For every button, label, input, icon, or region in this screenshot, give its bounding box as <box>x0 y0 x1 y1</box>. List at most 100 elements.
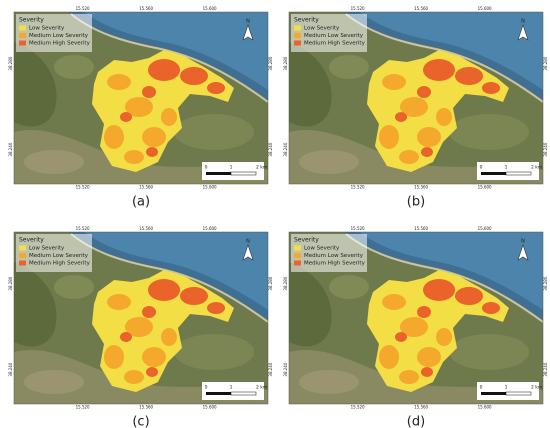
legend-label: Medium Low Severity <box>304 253 364 259</box>
legend-box <box>16 234 92 272</box>
scale-label: 2 km <box>256 165 267 171</box>
panel-caption: (c) <box>132 415 149 428</box>
scale-label: 0 <box>480 385 483 391</box>
scale-bar-light <box>230 171 257 176</box>
longitude-label: 15.520 <box>76 6 90 11</box>
scale-bar-light <box>505 171 532 176</box>
longitude-label: 15.560 <box>139 6 153 11</box>
legend-label: Low Severity <box>29 246 65 252</box>
longitude-label: 15.520 <box>351 185 365 190</box>
scale-label: 1 <box>230 385 233 391</box>
north-arrow <box>242 244 254 261</box>
longitude-label: 15.520 <box>76 405 90 410</box>
legend-swatch <box>294 40 301 46</box>
legend-swatch <box>294 33 301 38</box>
legend-swatch <box>294 245 301 251</box>
longitude-label: 15.600 <box>203 226 217 231</box>
scale-label: 2 km <box>531 165 542 171</box>
latitude-label: 38.280 <box>283 56 288 70</box>
scale-box <box>202 382 264 400</box>
longitude-label: 15.600 <box>203 185 217 190</box>
map-border <box>288 231 544 405</box>
map-border <box>13 11 269 185</box>
latitude-label: 38.240 <box>283 362 288 376</box>
legend-box <box>291 234 367 272</box>
north-arrow <box>242 24 254 41</box>
latitude-label: 38.240 <box>283 142 288 156</box>
longitude-label: 15.560 <box>414 185 428 190</box>
scale-bar-dark <box>481 392 506 395</box>
legend-label: Low Severity <box>304 246 340 252</box>
longitude-label: 15.600 <box>478 405 492 410</box>
legend-label: Medium Low Severity <box>304 33 364 39</box>
legend-swatch <box>19 253 26 258</box>
north-arrow <box>517 244 529 261</box>
north-label: N <box>521 19 525 25</box>
map-panel: 15.520 15.520 15.560 15.560 15.600 15.600 38.2… <box>8 6 274 190</box>
longitude-label: 15.560 <box>414 226 428 231</box>
scale-label: 0 <box>205 165 208 171</box>
latitude-label: 38.280 <box>283 276 288 290</box>
legend-swatch <box>294 253 301 258</box>
latitude-label: 38.240 <box>268 142 273 156</box>
latitude-label: 38.280 <box>268 56 273 70</box>
north-label: N <box>246 239 250 245</box>
longitude-label: 15.520 <box>351 226 365 231</box>
longitude-label: 15.600 <box>203 405 217 410</box>
legend-title: Severity <box>294 17 319 24</box>
scale-label: 2 km <box>256 385 267 391</box>
legend-swatch <box>19 40 26 46</box>
north-label: N <box>246 19 250 25</box>
legend-box <box>291 14 367 52</box>
legend-label: Medium High Severity <box>29 261 91 267</box>
latitude-label: 38.280 <box>543 276 548 290</box>
legend-label: Medium High Severity <box>304 261 366 267</box>
legend-label: Medium High Severity <box>29 41 91 47</box>
map-border <box>13 231 269 405</box>
map-panel: 15.520 15.520 15.560 15.560 15.600 15.600 38.2… <box>283 6 549 190</box>
scale-box <box>477 382 539 400</box>
legend-title: Severity <box>19 237 44 244</box>
scale-box <box>202 162 264 180</box>
scale-bar-dark <box>481 172 506 175</box>
scale-label: 0 <box>205 385 208 391</box>
longitude-label: 15.600 <box>478 226 492 231</box>
scale-bar-light <box>505 391 532 396</box>
legend-title: Severity <box>19 17 44 24</box>
legend-swatch <box>19 25 26 31</box>
latitude-label: 38.240 <box>8 362 13 376</box>
latitude-label: 38.280 <box>8 276 13 290</box>
north-label: N <box>521 239 525 245</box>
north-arrow <box>517 24 529 41</box>
legend-label: Medium High Severity <box>304 41 366 47</box>
map-panel: 15.520 15.520 15.560 15.560 15.600 15.600 38.2… <box>283 226 549 410</box>
longitude-label: 15.600 <box>478 6 492 11</box>
latitude-label: 38.280 <box>543 56 548 70</box>
longitude-label: 15.560 <box>414 405 428 410</box>
latitude-label: 38.240 <box>268 362 273 376</box>
latitude-label: 38.240 <box>543 142 548 156</box>
scale-label: 1 <box>230 165 233 171</box>
legend-swatch <box>19 260 26 266</box>
scale-bar-dark <box>206 172 231 175</box>
latitude-label: 38.280 <box>8 56 13 70</box>
latitude-label: 38.240 <box>543 362 548 376</box>
longitude-label: 15.560 <box>139 405 153 410</box>
longitude-label: 15.520 <box>351 6 365 11</box>
longitude-label: 15.600 <box>478 185 492 190</box>
longitude-label: 15.520 <box>76 185 90 190</box>
map-border <box>288 11 544 185</box>
legend-swatch <box>19 33 26 38</box>
longitude-label: 15.520 <box>76 226 90 231</box>
legend-label: Low Severity <box>29 26 65 32</box>
panel-caption: (d) <box>407 415 425 428</box>
latitude-label: 38.240 <box>8 142 13 156</box>
scale-box <box>477 162 539 180</box>
map-panel: 15.520 15.520 15.560 15.560 15.600 15.600 38.2… <box>8 226 274 410</box>
scale-label: 1 <box>505 385 508 391</box>
latitude-label: 38.280 <box>268 276 273 290</box>
longitude-label: 15.520 <box>351 405 365 410</box>
